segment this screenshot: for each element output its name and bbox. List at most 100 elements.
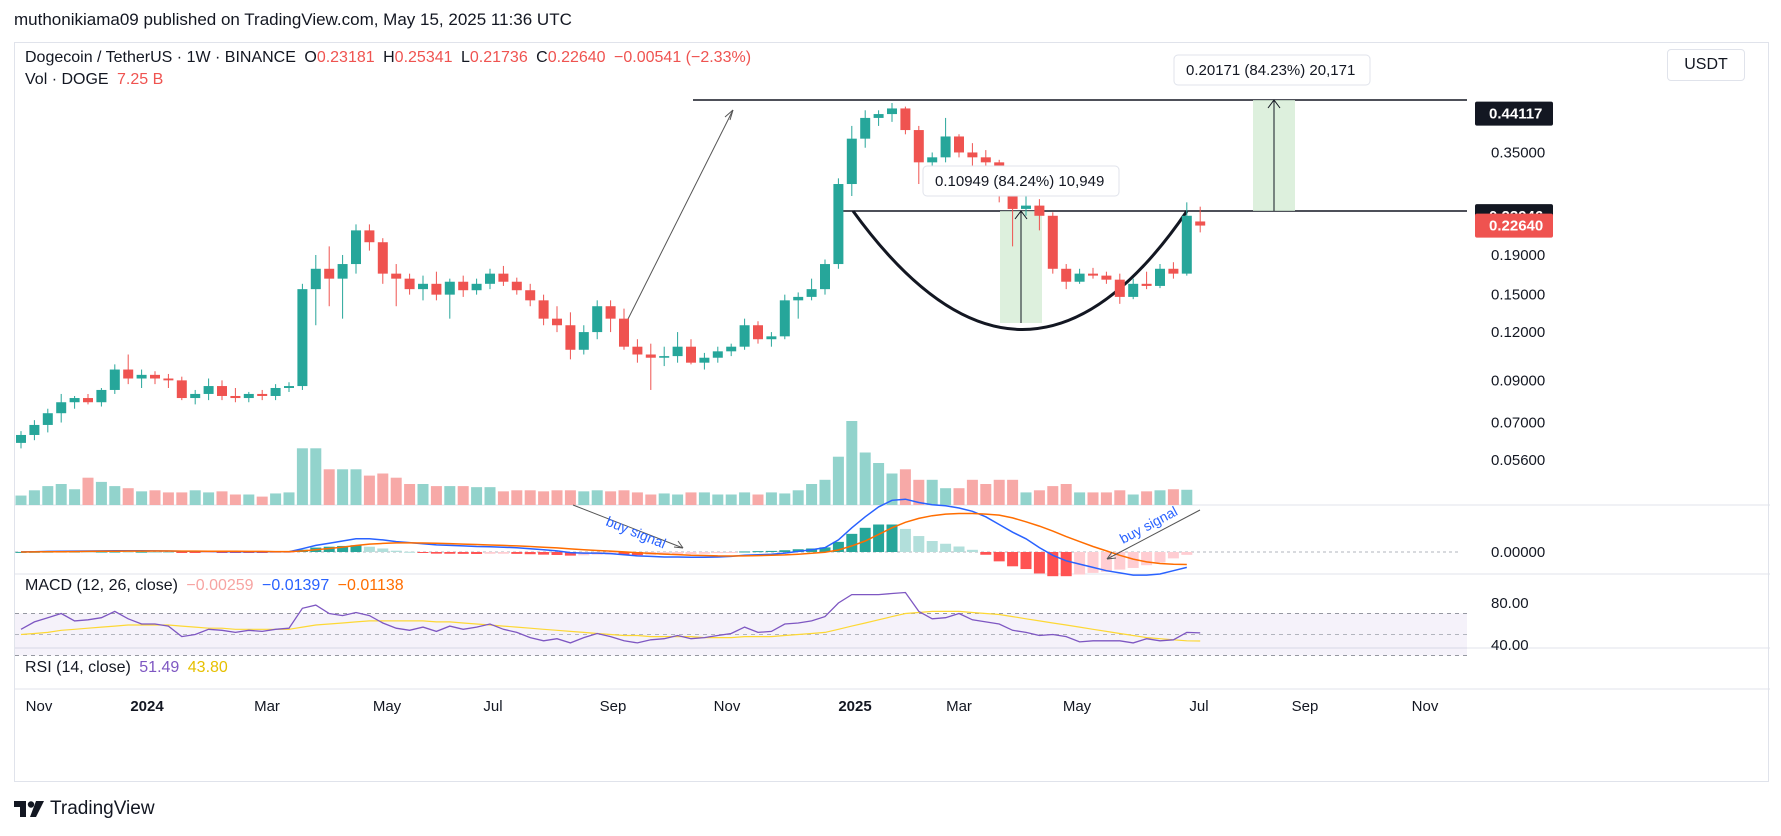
macd-histogram-bar bbox=[685, 552, 697, 555]
macd-histogram-bar bbox=[15, 551, 27, 553]
candle-body bbox=[377, 242, 388, 274]
candle-body bbox=[243, 393, 254, 399]
buy-signal-label-2: buy signal bbox=[1117, 503, 1180, 547]
volume-bar bbox=[363, 475, 375, 505]
candle-body bbox=[659, 356, 670, 358]
volume-bar bbox=[886, 473, 898, 505]
rsi-axis-label: 40.00 bbox=[1491, 637, 1529, 654]
volume-bar bbox=[605, 491, 617, 505]
tradingview-brand[interactable]: TradingView bbox=[14, 798, 155, 820]
candle-body bbox=[672, 346, 683, 357]
candle-body bbox=[150, 374, 160, 379]
candle-body bbox=[699, 357, 710, 363]
chart-frame[interactable]: 0.35000 0.19000 0.15000 0.12000 0.09000 0.070… bbox=[14, 42, 1770, 783]
macd-histogram-bar bbox=[551, 552, 563, 555]
macd-histogram-bar bbox=[940, 543, 952, 552]
macd-histogram-bar bbox=[471, 552, 483, 554]
volume-bar bbox=[538, 491, 550, 505]
volume-bar bbox=[28, 490, 40, 505]
chart-canvas[interactable]: 0.35000 0.19000 0.15000 0.12000 0.09000 0.070… bbox=[15, 43, 1770, 783]
candle-body bbox=[1181, 215, 1192, 274]
volume-bar bbox=[846, 421, 858, 505]
time-axis-label: Nov bbox=[1412, 698, 1439, 715]
volume-bar bbox=[1100, 492, 1112, 505]
candle-body bbox=[1061, 268, 1072, 282]
macd-histogram-bar bbox=[444, 552, 456, 554]
candle-body bbox=[1195, 221, 1206, 226]
open-value: 0.23181 bbox=[316, 49, 375, 66]
macd-title: MACD (12, 26, close) bbox=[25, 577, 178, 594]
volume-bar bbox=[162, 492, 174, 505]
candle-body bbox=[458, 281, 469, 291]
price-marker-label: 0.44117 bbox=[1489, 106, 1542, 123]
price-marker-label: 0.22640 bbox=[1489, 218, 1543, 235]
candle-body bbox=[337, 264, 348, 279]
volume-bar bbox=[953, 488, 965, 505]
low-value: 0.21736 bbox=[469, 49, 528, 66]
macd-histogram-bar bbox=[913, 536, 925, 552]
volume-bar bbox=[390, 477, 402, 505]
macd-histogram-bar bbox=[1074, 552, 1086, 575]
macd-histogram-bar bbox=[203, 552, 215, 553]
macd-histogram-bar bbox=[779, 550, 791, 552]
cup-curve bbox=[851, 210, 1189, 331]
candle-body bbox=[1007, 196, 1018, 209]
candle-body bbox=[1021, 205, 1031, 209]
macd-histogram-bar bbox=[417, 552, 429, 553]
volume-bar bbox=[672, 494, 684, 505]
candle-body bbox=[753, 325, 763, 340]
candle-body bbox=[1168, 268, 1179, 274]
candle-body bbox=[511, 281, 522, 291]
macd-histogram-bar bbox=[497, 552, 509, 554]
rsi-axis-label: 80.00 bbox=[1491, 595, 1529, 612]
volume-bar bbox=[229, 494, 241, 505]
price-marker bbox=[1475, 101, 1553, 126]
volume-bar bbox=[256, 496, 268, 505]
volume-bar bbox=[95, 481, 107, 505]
change-value: −0.00541 (−2.33%) bbox=[614, 49, 752, 66]
macd-histogram-bar bbox=[873, 524, 885, 552]
time-axis-label: Sep bbox=[600, 698, 627, 715]
candle-body bbox=[310, 268, 321, 290]
macd-histogram-bar bbox=[484, 552, 496, 554]
macd-histogram-bar bbox=[712, 552, 724, 554]
time-axis-label: Jul bbox=[483, 698, 502, 715]
candle-body bbox=[203, 386, 214, 394]
tradingview-logo-icon bbox=[14, 801, 44, 817]
volume-bar bbox=[136, 491, 148, 505]
candle-body bbox=[954, 136, 964, 153]
candle-body bbox=[766, 336, 777, 340]
open-label: O bbox=[304, 49, 317, 66]
macd-histogram-bar bbox=[430, 552, 442, 554]
volume-bar bbox=[1181, 489, 1193, 505]
volume-bar bbox=[430, 486, 442, 505]
volume-bar bbox=[457, 486, 469, 505]
currency-button[interactable]: USDT bbox=[1667, 49, 1745, 81]
macd-histogram-bar bbox=[363, 546, 375, 552]
candle-body bbox=[900, 108, 911, 131]
macd-histogram-bar bbox=[1167, 552, 1179, 559]
macd-histogram-bar bbox=[109, 551, 121, 553]
candle-body bbox=[391, 273, 402, 279]
macd-histogram-bar bbox=[457, 552, 469, 554]
macd-histogram-bar bbox=[390, 550, 402, 552]
macd-histogram-bar bbox=[149, 551, 161, 553]
candle-body bbox=[404, 278, 415, 290]
macd-hist-value: −0.00259 bbox=[186, 577, 254, 594]
macd-histogram-bar bbox=[176, 552, 188, 553]
measure-label-1-box bbox=[922, 165, 1120, 197]
macd-histogram-bar bbox=[564, 552, 576, 556]
macd-signal-value: −0.01138 bbox=[337, 577, 404, 594]
volume-bar bbox=[296, 448, 308, 505]
volume-bar bbox=[82, 477, 94, 505]
volume-bar bbox=[739, 492, 751, 505]
rsi-ma-value: 43.80 bbox=[187, 659, 228, 676]
volume-bar bbox=[404, 484, 416, 505]
time-axis-label: Mar bbox=[254, 698, 280, 715]
volume-bar bbox=[270, 493, 282, 505]
volume-bar bbox=[1167, 489, 1179, 505]
macd-histogram-bar bbox=[698, 552, 710, 554]
macd-histogram-bar bbox=[832, 541, 844, 552]
macd-histogram-bar bbox=[1181, 552, 1193, 555]
macd-histogram-bar bbox=[846, 533, 858, 552]
